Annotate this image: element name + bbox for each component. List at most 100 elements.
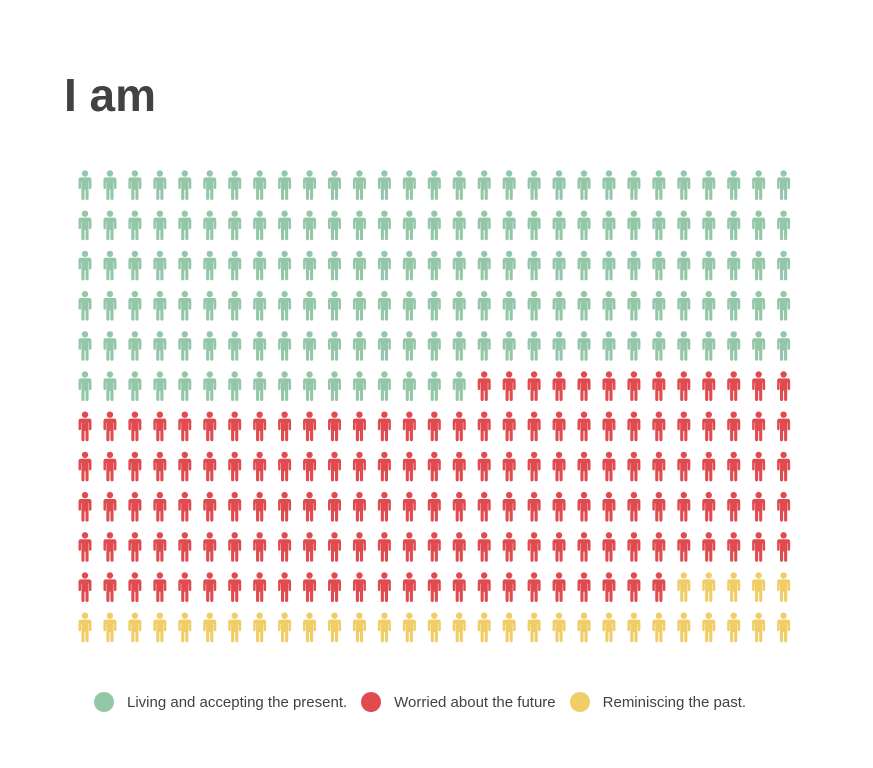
person-icon — [502, 290, 516, 321]
person-icon — [153, 491, 167, 522]
person-icon — [402, 331, 416, 361]
person-icon — [228, 532, 242, 562]
person-icon — [328, 290, 341, 321]
person-icon — [203, 210, 217, 241]
person-icon — [602, 491, 616, 522]
person-icon — [427, 612, 441, 643]
person-icon — [128, 250, 142, 281]
person-icon — [103, 210, 117, 241]
legend-label-future: Worried about the future — [394, 693, 556, 711]
person-icon — [477, 250, 491, 281]
person-icon — [303, 331, 317, 361]
person-icon — [552, 532, 566, 562]
person-icon — [203, 451, 217, 482]
person-icon — [303, 290, 317, 321]
person-icon — [477, 451, 491, 482]
person-icon — [627, 250, 641, 281]
person-icon — [552, 210, 566, 241]
person-icon — [477, 572, 491, 602]
person-icon — [777, 572, 791, 602]
legend-item-present[interactable]: Living and accepting the present. — [94, 692, 347, 712]
person-icon — [153, 572, 167, 602]
legend-item-past[interactable]: Reminiscing the past. — [569, 692, 746, 712]
person-icon — [652, 170, 666, 200]
person-icon — [377, 250, 391, 281]
person-icon — [253, 170, 267, 200]
person-icon — [702, 411, 716, 442]
person-icon — [727, 532, 741, 562]
person-icon — [477, 331, 491, 361]
person-icon — [402, 572, 416, 602]
person-icon — [727, 371, 741, 401]
person-icon — [352, 411, 366, 442]
person-icon — [527, 331, 541, 361]
person-icon — [328, 170, 341, 200]
person-icon — [78, 612, 92, 643]
person-icon — [477, 371, 491, 401]
person-icon — [577, 572, 591, 602]
person-icon — [377, 210, 391, 241]
person-icon — [652, 612, 666, 643]
person-icon — [178, 491, 192, 522]
person-icon — [328, 532, 341, 562]
person-icon — [203, 532, 217, 562]
person-icon — [153, 170, 167, 200]
person-icon — [128, 612, 142, 643]
person-icon — [228, 371, 242, 401]
person-icon — [402, 491, 416, 522]
person-icon — [527, 532, 541, 562]
person-icon — [253, 250, 267, 281]
person-icon — [377, 411, 391, 442]
person-icon — [253, 371, 267, 401]
person-icon — [752, 210, 766, 241]
person-icon — [577, 331, 591, 361]
person-icon — [203, 170, 217, 200]
person-icon — [652, 331, 666, 361]
person-icon — [627, 290, 641, 321]
person-icon — [652, 290, 666, 321]
legend-item-future[interactable]: Worried about the future — [361, 692, 556, 712]
person-icon — [702, 371, 716, 401]
person-icon — [777, 290, 791, 321]
person-icon — [203, 411, 217, 442]
person-icon — [627, 612, 641, 643]
person-icon — [303, 612, 317, 643]
person-icon — [103, 572, 117, 602]
person-icon — [752, 371, 766, 401]
person-icon — [278, 411, 292, 442]
person-icon — [153, 411, 167, 442]
person-icon — [752, 451, 766, 482]
person-icon — [203, 491, 217, 522]
person-icon — [752, 411, 766, 442]
person-icon — [577, 170, 591, 200]
person-icon — [552, 451, 566, 482]
person-icon — [452, 290, 466, 321]
person-icon — [502, 210, 516, 241]
person-icon — [577, 532, 591, 562]
legend-swatch-past — [569, 692, 590, 712]
person-icon — [627, 170, 641, 200]
person-icon — [552, 250, 566, 281]
person-icon — [228, 612, 242, 643]
person-icon — [427, 250, 441, 281]
person-icon — [777, 371, 791, 401]
person-icon — [577, 451, 591, 482]
person-icon — [153, 250, 167, 281]
person-icon — [377, 331, 391, 361]
person-icon — [702, 451, 716, 482]
person-icon — [303, 210, 317, 241]
person-icon — [702, 170, 716, 200]
person-icon — [377, 371, 391, 401]
person-icon — [452, 371, 466, 401]
person-icon — [253, 210, 267, 241]
person-icon — [777, 491, 791, 522]
person-icon — [527, 411, 541, 442]
person-icon — [677, 411, 691, 442]
person-icon — [352, 250, 366, 281]
person-icon — [677, 170, 691, 200]
person-icon — [253, 290, 267, 321]
person-icon — [752, 532, 766, 562]
person-icon — [128, 491, 142, 522]
person-icon — [627, 411, 641, 442]
person-icon — [352, 371, 366, 401]
